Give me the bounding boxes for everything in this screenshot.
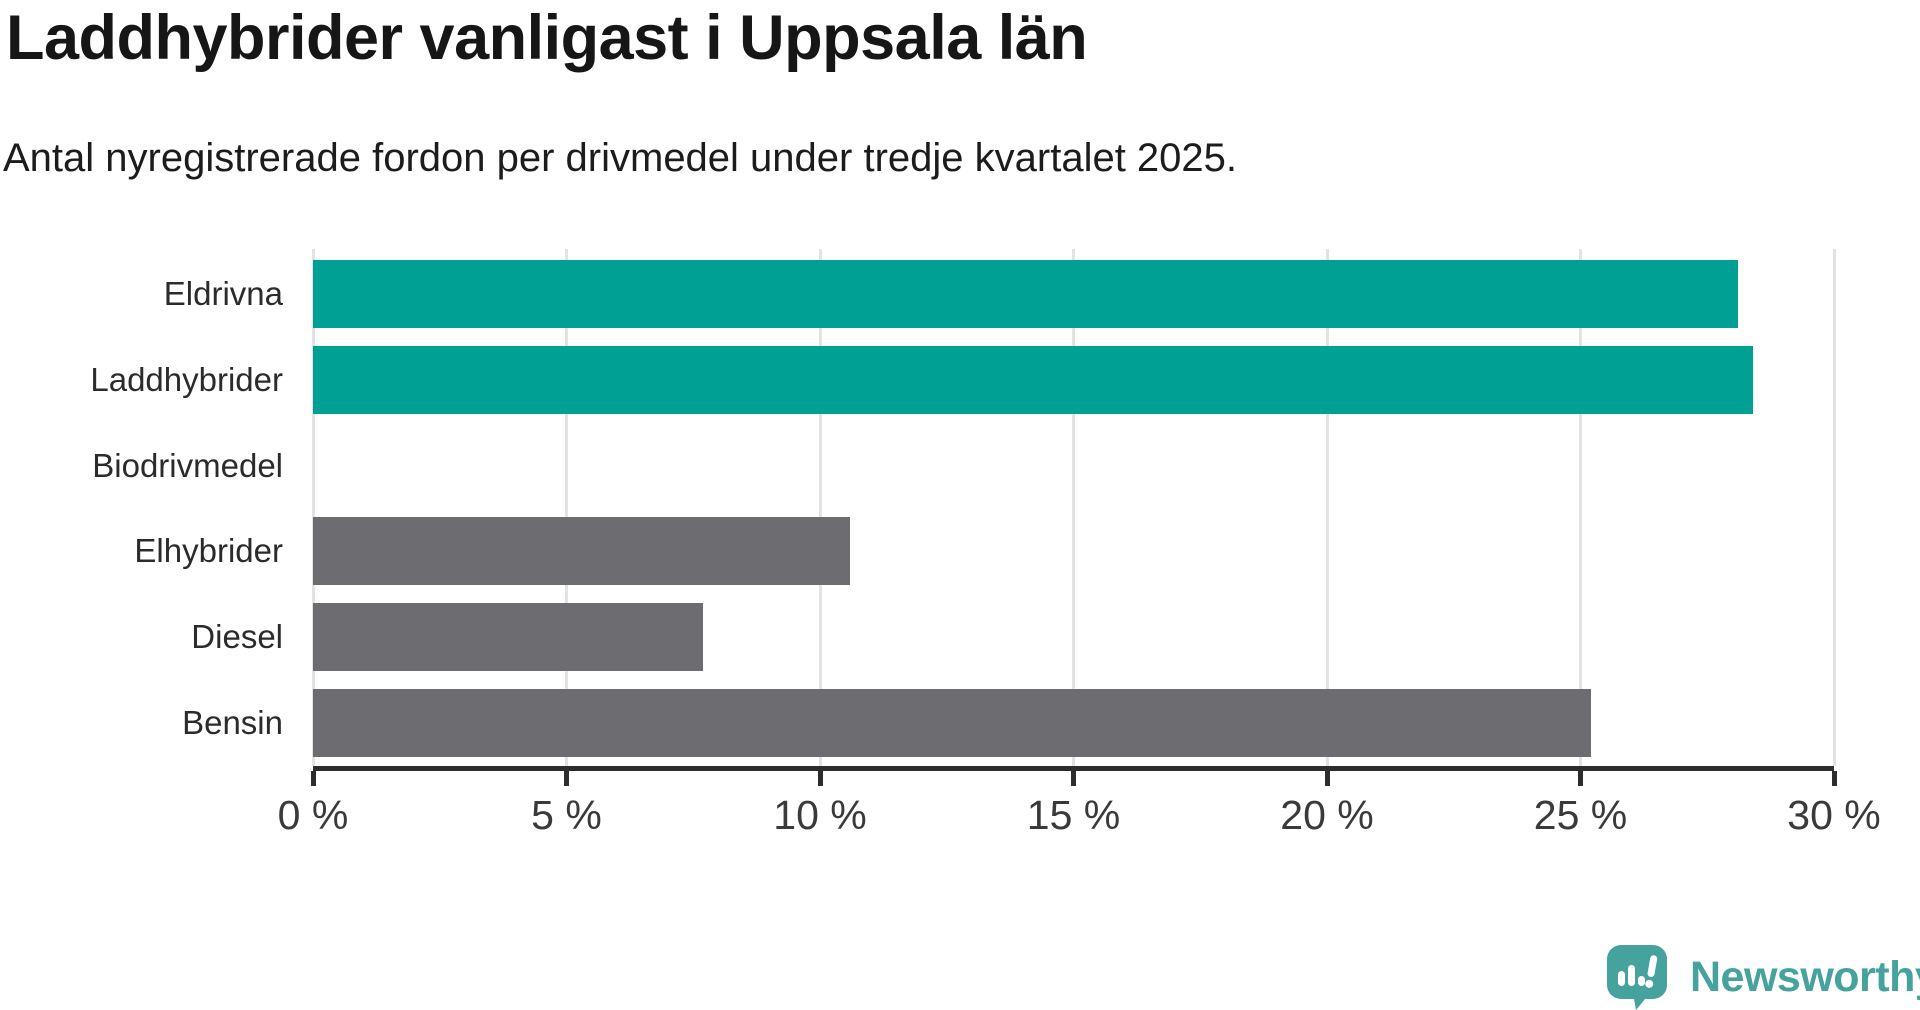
x-axis-tick-label: 30 % (1787, 792, 1881, 838)
gridline (565, 249, 568, 766)
category-label-elhybrider: Elhybrider (134, 532, 283, 570)
bar-laddhybrider (313, 345, 1753, 414)
bar-diesel (313, 603, 704, 672)
category-label-bensin: Bensin (182, 704, 283, 741)
bar-eldrivna (313, 260, 1738, 328)
x-axis-tick (1324, 771, 1330, 786)
gridline (311, 249, 315, 766)
bar-bensin (313, 689, 1591, 757)
category-label-eldrivna: Eldrivna (163, 275, 283, 312)
x-axis-tick-label: 0 % (277, 792, 349, 838)
x-axis-tick-label: 20 % (1280, 792, 1374, 838)
x-axis-tick (1831, 771, 1837, 786)
category-label-biodrivmedel: Biodrivmedel (92, 446, 283, 484)
brand-name: Newsworthy (1690, 952, 1920, 1001)
gridline (1072, 249, 1075, 766)
brand-footer: Newsworthy (1606, 944, 1920, 1010)
newsworthy-logo-icon (1606, 944, 1668, 1010)
x-axis-tick (817, 771, 823, 786)
gridline (1579, 249, 1582, 766)
category-label-laddhybrider: Laddhybrider (90, 360, 283, 398)
x-axis-tick-label: 15 % (1026, 792, 1121, 838)
x-axis-tick (564, 771, 569, 786)
x-axis-tick (1578, 771, 1583, 786)
x-axis-tick-label: 5 % (531, 792, 602, 838)
x-axis-tick-label: 10 % (773, 792, 867, 838)
category-label-diesel: Diesel (191, 618, 283, 656)
bar-elhybrider (313, 517, 851, 586)
gridline (818, 249, 822, 766)
gridline (1832, 249, 1836, 766)
chart-subtitle: Antal nyregistrerade fordon per drivmede… (3, 136, 1238, 180)
x-axis-tick-label: 25 % (1533, 792, 1628, 838)
gridline (1325, 249, 1329, 766)
x-axis-tick (310, 771, 316, 786)
x-axis-line (313, 766, 1834, 771)
x-axis-tick (1071, 771, 1076, 786)
chart-title: Laddhybrider vanligast i Uppsala län (6, 3, 1088, 73)
